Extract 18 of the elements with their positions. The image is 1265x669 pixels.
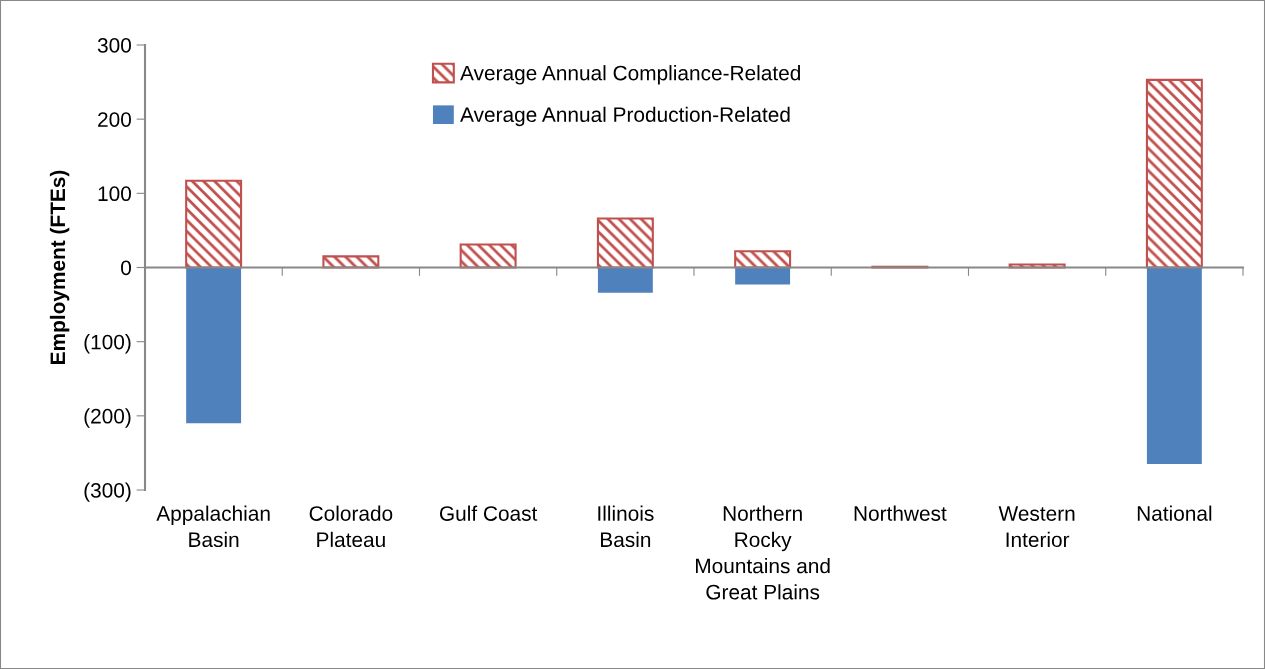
- x-tick-label: National: [1137, 505, 1212, 521]
- legend-label: Average Annual Compliance-Related: [460, 65, 800, 85]
- y-axis-title: Employment (FTEs): [49, 170, 70, 364]
- legend-label: Average Annual Production-Related: [460, 106, 790, 127]
- y-tick-label: 300: [97, 38, 131, 53]
- y-tick-label: 100: [98, 186, 131, 202]
- y-tick-label: 0: [121, 260, 131, 276]
- x-tick-label: Gulf Coast: [439, 505, 538, 521]
- x-tick-label: Northern Rocky Mountains and Great Plains: [696, 505, 830, 600]
- y-tick-label: (100): [84, 334, 131, 354]
- x-tick-label: Western Interior: [998, 506, 1075, 548]
- x-tick-label: Illinois Basin: [598, 505, 654, 548]
- y-tick-label: 200: [98, 112, 131, 127]
- x-tick-label: Colorado Plateau: [309, 505, 393, 548]
- x-tick-label: Northwest: [854, 505, 947, 521]
- y-tick-label: (200): [84, 408, 131, 428]
- x-tick-label: Appalachian Basin: [156, 505, 270, 548]
- y-tick-label: (300): [84, 482, 131, 502]
